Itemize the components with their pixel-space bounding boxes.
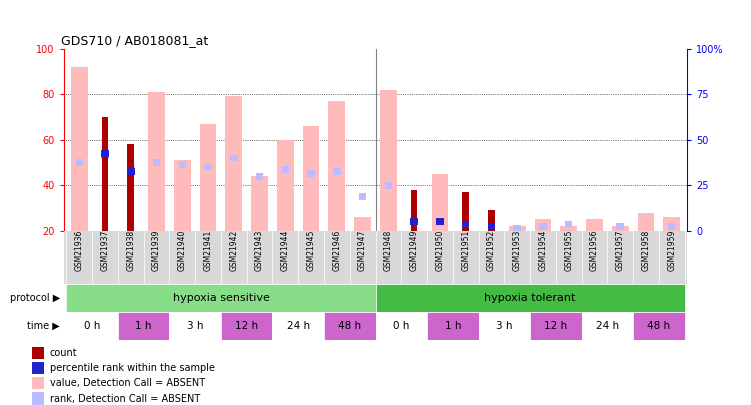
Bar bbox=[179, 161, 186, 168]
Bar bbox=[252, 176, 268, 231]
Bar bbox=[328, 101, 345, 231]
Bar bbox=[586, 220, 603, 231]
Bar bbox=[225, 96, 243, 231]
Text: 0 h: 0 h bbox=[393, 321, 409, 331]
Text: 24 h: 24 h bbox=[596, 321, 619, 331]
Bar bbox=[565, 221, 572, 228]
Bar bbox=[539, 223, 547, 230]
Bar bbox=[487, 223, 495, 230]
Bar bbox=[514, 225, 521, 232]
Bar bbox=[410, 218, 418, 225]
Text: 12 h: 12 h bbox=[544, 321, 567, 331]
Bar bbox=[385, 182, 392, 189]
Bar bbox=[174, 160, 191, 231]
Text: hypoxia tolerant: hypoxia tolerant bbox=[484, 293, 576, 303]
Text: GDS710 / AB018081_at: GDS710 / AB018081_at bbox=[61, 34, 208, 47]
Bar bbox=[128, 144, 134, 231]
Bar bbox=[76, 159, 83, 166]
Bar bbox=[638, 213, 654, 231]
Bar bbox=[354, 217, 371, 231]
Bar bbox=[127, 166, 134, 173]
Text: count: count bbox=[50, 348, 77, 358]
Bar bbox=[101, 117, 108, 231]
Text: protocol ▶: protocol ▶ bbox=[10, 293, 60, 303]
Bar bbox=[282, 166, 289, 173]
Bar bbox=[256, 173, 264, 179]
Bar bbox=[617, 223, 624, 230]
Text: rank, Detection Call = ABSENT: rank, Detection Call = ABSENT bbox=[50, 394, 200, 403]
Text: 1 h: 1 h bbox=[445, 321, 461, 331]
Bar bbox=[324, 312, 376, 340]
Text: 24 h: 24 h bbox=[287, 321, 310, 331]
Bar bbox=[101, 150, 109, 157]
Bar bbox=[376, 284, 685, 312]
Bar bbox=[535, 220, 551, 231]
Bar bbox=[148, 92, 165, 231]
Bar bbox=[71, 67, 88, 231]
Bar bbox=[642, 232, 650, 239]
Bar bbox=[32, 392, 44, 405]
Bar bbox=[462, 221, 469, 228]
Bar bbox=[66, 284, 376, 312]
Bar bbox=[32, 347, 44, 359]
Bar bbox=[612, 226, 629, 231]
Text: 12 h: 12 h bbox=[235, 321, 258, 331]
Bar bbox=[118, 312, 170, 340]
Bar bbox=[436, 218, 444, 225]
Bar bbox=[359, 193, 366, 200]
Bar bbox=[200, 124, 216, 231]
Bar bbox=[333, 168, 341, 175]
Text: hypoxia sensitive: hypoxia sensitive bbox=[173, 293, 270, 303]
Bar bbox=[463, 192, 469, 231]
Bar bbox=[633, 312, 685, 340]
Text: 0 h: 0 h bbox=[84, 321, 101, 331]
Bar bbox=[560, 226, 577, 231]
Bar bbox=[508, 226, 526, 231]
Bar bbox=[411, 190, 418, 231]
Bar bbox=[32, 377, 44, 390]
Bar bbox=[307, 171, 315, 177]
Text: 48 h: 48 h bbox=[647, 321, 671, 331]
Bar bbox=[530, 312, 581, 340]
Bar bbox=[204, 164, 212, 171]
Bar bbox=[376, 312, 427, 340]
Bar bbox=[303, 126, 319, 231]
Bar bbox=[273, 312, 324, 340]
Bar bbox=[277, 140, 294, 231]
Text: 48 h: 48 h bbox=[338, 321, 361, 331]
Bar bbox=[663, 217, 680, 231]
Bar bbox=[221, 312, 273, 340]
Text: percentile rank within the sample: percentile rank within the sample bbox=[50, 363, 215, 373]
Bar bbox=[581, 312, 633, 340]
Bar bbox=[478, 312, 530, 340]
Bar bbox=[170, 312, 221, 340]
Text: value, Detection Call = ABSENT: value, Detection Call = ABSENT bbox=[50, 378, 205, 388]
Text: 3 h: 3 h bbox=[496, 321, 512, 331]
Bar bbox=[427, 312, 478, 340]
Bar bbox=[488, 210, 495, 231]
Bar bbox=[668, 223, 675, 230]
Text: time ▶: time ▶ bbox=[27, 321, 60, 331]
Bar bbox=[380, 90, 397, 231]
Bar bbox=[127, 168, 134, 175]
Bar bbox=[152, 159, 160, 166]
Bar bbox=[591, 232, 599, 239]
Bar bbox=[101, 152, 109, 159]
Text: 3 h: 3 h bbox=[187, 321, 204, 331]
Text: 1 h: 1 h bbox=[135, 321, 152, 331]
Bar bbox=[66, 312, 118, 340]
Bar bbox=[230, 155, 237, 161]
Bar bbox=[32, 362, 44, 374]
Bar bbox=[432, 174, 448, 231]
